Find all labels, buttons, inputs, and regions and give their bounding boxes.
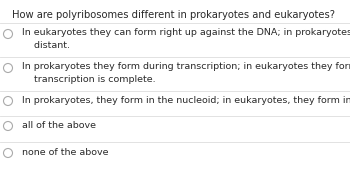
Text: In prokaryotes, they form in the nucleoid; in eukaryotes, they form in the nucle: In prokaryotes, they form in the nucleoi… <box>22 96 350 105</box>
Text: In eukaryotes they can form right up against the DNA; in prokaryotes they are mo: In eukaryotes they can form right up aga… <box>22 28 350 50</box>
Text: all of the above: all of the above <box>22 121 96 130</box>
Text: How are polyribosomes different in prokaryotes and eukaryotes?: How are polyribosomes different in proka… <box>12 10 335 20</box>
Text: In prokaryotes they form during transcription; in eukaryotes they form only afte: In prokaryotes they form during transcri… <box>22 62 350 84</box>
Text: none of the above: none of the above <box>22 148 108 157</box>
